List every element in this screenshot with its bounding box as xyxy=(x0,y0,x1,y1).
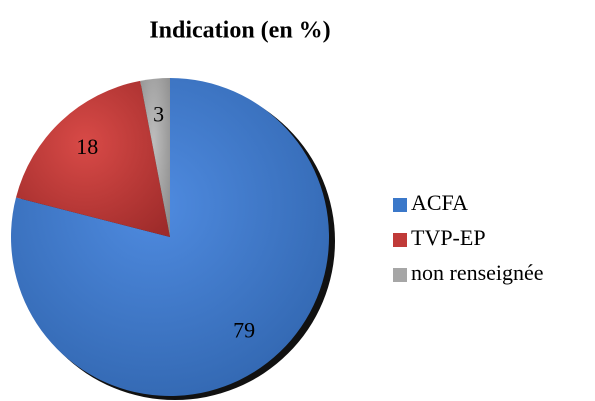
data-label: 18 xyxy=(76,134,98,159)
data-label: 79 xyxy=(233,318,255,343)
legend-swatch xyxy=(393,268,407,282)
data-label: 3 xyxy=(153,102,164,127)
legend-swatch xyxy=(393,198,407,212)
pie-slice xyxy=(10,78,330,397)
legend-label: TVP-EP xyxy=(411,225,486,250)
chart-title: Indication (en %) xyxy=(149,18,330,44)
legend-label: ACFA xyxy=(411,190,468,215)
pie-slice xyxy=(15,80,171,237)
legend-label: non renseignée xyxy=(411,260,544,285)
legend-swatch xyxy=(393,233,407,247)
pie-slice xyxy=(140,78,170,237)
